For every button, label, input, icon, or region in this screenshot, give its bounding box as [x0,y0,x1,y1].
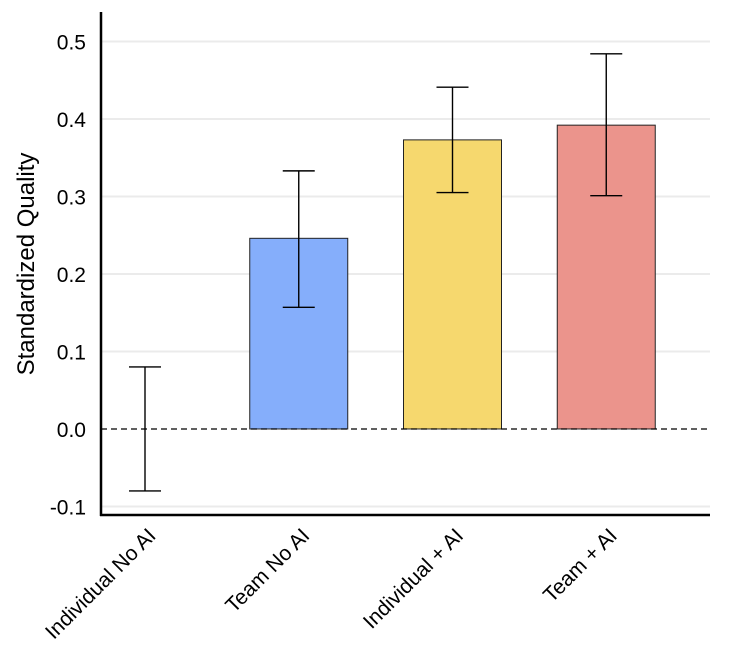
bars [249,124,656,430]
y-tick-label: 0.5 [57,31,86,54]
y-tick-labels: -0.1 0.0 0.1 0.2 0.3 0.4 0.5 [50,31,86,519]
y-tick-label: 0.0 [57,419,86,442]
y-tick-label: 0.4 [57,109,87,132]
x-tick-label: Team + AI [539,524,622,607]
error-bars [129,53,623,492]
y-axis-label: Standardized Quality [13,153,40,376]
x-tick-labels: Individual No AI Team No AI Individual + A… [41,524,622,643]
y-tick-label: 0.2 [57,264,86,287]
y-tick-label: -0.1 [50,496,86,519]
axes [99,12,710,517]
y-tick-label: 0.3 [57,186,86,209]
x-tick-label: Individual No AI [41,524,160,643]
y-tick-label: 0.1 [57,341,86,364]
x-tick-label: Team No AI [221,524,314,617]
x-tick-label: Individual + AI [359,524,468,633]
